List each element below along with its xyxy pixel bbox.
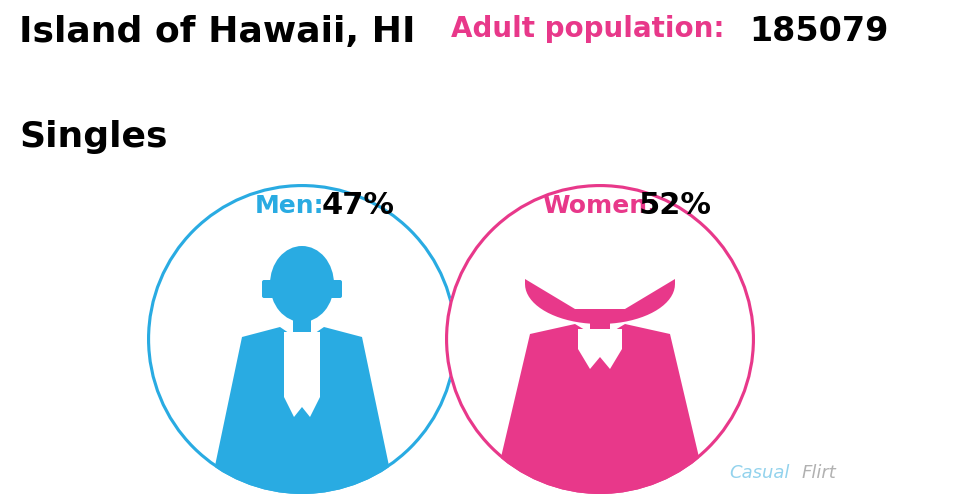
Text: Adult population:: Adult population: [451,15,725,43]
Text: Singles: Singles [19,120,168,154]
Polygon shape [525,280,675,324]
FancyBboxPatch shape [330,281,342,299]
Text: Women:: Women: [542,193,658,217]
FancyBboxPatch shape [262,281,274,299]
Text: 52%: 52% [638,191,711,220]
Polygon shape [590,310,610,339]
Circle shape [445,185,755,494]
Polygon shape [578,329,622,369]
Text: Flirt: Flirt [802,463,836,481]
Polygon shape [284,332,320,417]
Circle shape [147,185,457,494]
Polygon shape [207,327,397,501]
Text: Men:: Men: [254,193,324,217]
Text: Casual: Casual [730,463,790,481]
Polygon shape [288,337,316,417]
Polygon shape [490,324,710,501]
Text: 185079: 185079 [749,15,888,48]
Polygon shape [293,317,311,342]
Ellipse shape [270,246,334,322]
Text: 47%: 47% [322,191,395,220]
Text: Island of Hawaii, HI: Island of Hawaii, HI [19,15,416,49]
